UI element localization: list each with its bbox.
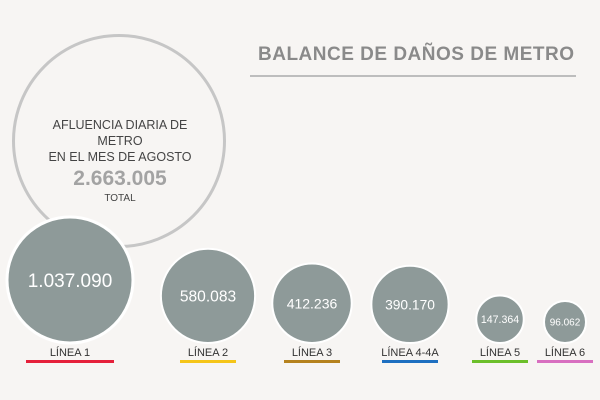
total-label: TOTAL (104, 193, 136, 204)
bubble (543, 300, 587, 344)
bubble-line-2: 580.083 LÍNEA 2 (159, 247, 257, 363)
line-label: LÍNEA 5 (480, 346, 520, 359)
line-label: LÍNEA 3 (292, 346, 332, 359)
page-title: BALANCE DE DAÑOS DE METRO (258, 44, 575, 65)
line-color-underline (472, 360, 528, 363)
bubble (159, 247, 257, 344)
title-divider (250, 75, 576, 77)
total-caption-line1: AFLUENCIA DIARIA DE METRO (52, 118, 188, 148)
bubble (370, 264, 450, 345)
bubble-line-3: 412.236 LÍNEA 3 (271, 262, 353, 363)
total-caption: AFLUENCIA DIARIA DE METRO EN EL MES DE A… (30, 117, 210, 165)
line-color-underline (26, 360, 114, 363)
total-value: 2.663.005 (73, 167, 167, 190)
line-color-underline (284, 360, 340, 363)
line-label: LÍNEA 4-4A (381, 346, 439, 359)
line-color-underline (180, 360, 236, 363)
line-color-underline (537, 360, 593, 363)
bubble-value-label: 390.170 (385, 297, 435, 312)
bubble-value-label: 147.364 (481, 314, 519, 326)
total-circle (12, 34, 226, 248)
bubble-value-label: 580.083 (180, 288, 236, 305)
line-label: LÍNEA 2 (188, 346, 228, 359)
bubble (271, 262, 353, 345)
bubble-value-label: 412.236 (287, 295, 338, 311)
line-label: LÍNEA 6 (545, 346, 585, 359)
bubble-value-label: 1.037.090 (28, 271, 113, 292)
bubble (475, 294, 525, 345)
bubble-line-5: 147.364 LÍNEA 5 (472, 294, 528, 363)
total-caption-line2: EN EL MES DE AGOSTO (48, 150, 192, 164)
bubble-line-6: 96.062 LÍNEA 6 (537, 300, 593, 363)
line-label: LÍNEA 1 (50, 346, 90, 359)
line-color-underline (382, 360, 438, 363)
bubble-line-1: 1.037.090 LÍNEA 1 (5, 215, 135, 363)
bubble-line-4: 390.170 LÍNEA 4-4A (370, 264, 450, 363)
bubble (5, 215, 135, 345)
bubble-value-label: 96.062 (550, 318, 581, 329)
